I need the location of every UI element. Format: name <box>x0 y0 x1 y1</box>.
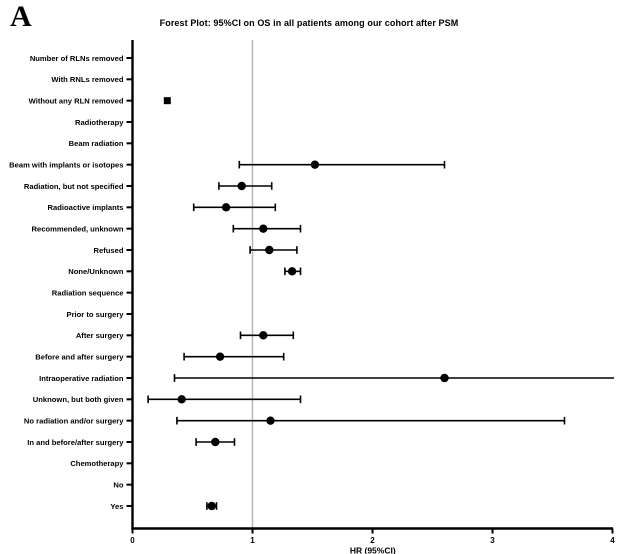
x-tick-label: 4 <box>610 536 615 545</box>
row-label: No radiation and/or surgery <box>24 416 124 425</box>
row-label: Beam with implants or isotopes <box>9 160 123 169</box>
hr-marker-circle <box>221 203 231 212</box>
x-tick-label: 0 <box>130 536 135 545</box>
panel-label: A <box>10 0 32 33</box>
row-label: Refused <box>94 246 124 255</box>
row-label: Radiation, but not specified <box>24 182 124 191</box>
row-label: In and before/after surgery <box>27 438 124 447</box>
row-label: Chemotherapy <box>70 459 124 468</box>
row-label: Prior to surgery <box>67 310 125 319</box>
row-label: Radiotherapy <box>75 118 124 127</box>
hr-marker-circle <box>177 395 186 404</box>
hr-marker-circle <box>310 160 320 169</box>
row-label: Before and after surgery <box>35 352 124 361</box>
row-label: Beam radiation <box>69 139 124 148</box>
hr-marker-circle <box>259 224 268 233</box>
row-label: With RNLs removed <box>51 75 123 84</box>
row-label: Recommended, unknown <box>32 224 124 233</box>
row-label: Radioactive implants <box>48 203 124 212</box>
hr-marker-circle <box>215 352 225 361</box>
x-tick-label: 1 <box>250 536 255 545</box>
hr-marker-circle <box>237 181 246 191</box>
hr-marker-circle <box>266 416 275 425</box>
row-label: Unknown, but both given <box>33 395 124 404</box>
row-label: Radiation sequence <box>52 288 124 297</box>
row-label: Intraoperative radiation <box>39 374 124 383</box>
row-label: Without any RLN removed <box>29 96 124 105</box>
hr-marker-square <box>163 97 171 105</box>
row-label: After surgery <box>76 331 124 340</box>
hr-marker-circle <box>265 245 274 255</box>
x-tick-label: 2 <box>370 536 375 545</box>
row-label: None/Unknown <box>68 267 124 276</box>
hr-marker-circle <box>207 501 216 511</box>
chart-title: Forest Plot: 95%CI on OS in all patients… <box>159 18 459 28</box>
row-label: Yes <box>110 502 123 511</box>
row-label: Number of RLNs removed <box>30 54 124 63</box>
hr-marker-circle <box>287 267 297 276</box>
row-label: No <box>113 480 123 489</box>
hr-marker-circle <box>211 437 220 447</box>
hr-marker-circle <box>440 373 449 383</box>
x-tick-label: 3 <box>490 536 495 545</box>
hr-marker-circle <box>259 331 268 340</box>
x-axis-title: HR (95%CI) <box>350 546 396 554</box>
